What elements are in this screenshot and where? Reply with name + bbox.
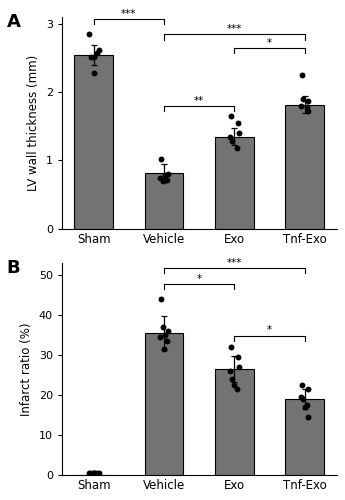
- Bar: [215, 369, 254, 474]
- Point: [306, 412, 311, 420]
- Point: [304, 400, 310, 408]
- Point: [298, 102, 304, 110]
- Point: [227, 132, 233, 140]
- Bar: [215, 136, 254, 228]
- Point: [157, 333, 162, 341]
- Text: *: *: [197, 274, 202, 283]
- Point: [158, 155, 163, 163]
- Point: [235, 144, 240, 152]
- Point: [158, 295, 163, 303]
- Point: [229, 138, 234, 145]
- Point: [87, 30, 92, 38]
- Point: [300, 95, 305, 103]
- Text: ***: ***: [227, 24, 242, 34]
- Text: B: B: [7, 259, 20, 277]
- Point: [91, 470, 96, 478]
- Point: [306, 97, 311, 105]
- Point: [88, 53, 93, 61]
- Point: [95, 470, 100, 478]
- Point: [235, 353, 241, 361]
- Point: [163, 172, 168, 179]
- Point: [91, 470, 96, 478]
- Point: [160, 177, 165, 185]
- Text: ***: ***: [121, 8, 137, 18]
- Point: [236, 129, 241, 137]
- Point: [161, 345, 167, 353]
- Point: [236, 363, 241, 371]
- Text: *: *: [267, 326, 272, 336]
- Point: [164, 176, 170, 184]
- Point: [235, 119, 241, 127]
- Point: [91, 53, 96, 61]
- Point: [97, 470, 102, 478]
- Bar: [145, 333, 184, 474]
- Point: [91, 69, 96, 77]
- Bar: [145, 172, 184, 229]
- Text: A: A: [7, 13, 21, 31]
- Bar: [74, 55, 113, 229]
- Point: [305, 385, 310, 393]
- Point: [166, 327, 171, 335]
- Bar: [285, 104, 324, 228]
- Point: [160, 323, 165, 331]
- Point: [229, 375, 234, 383]
- Point: [97, 46, 102, 54]
- Text: **: **: [194, 96, 204, 106]
- Y-axis label: LV wall thickness (mm): LV wall thickness (mm): [27, 55, 40, 191]
- Point: [299, 71, 305, 79]
- Point: [163, 331, 168, 339]
- Point: [235, 385, 240, 393]
- Point: [304, 104, 310, 112]
- Point: [164, 337, 170, 345]
- Point: [299, 381, 305, 389]
- Point: [95, 48, 100, 56]
- Bar: [285, 399, 324, 474]
- Point: [166, 170, 171, 178]
- Point: [232, 381, 237, 389]
- Point: [88, 470, 93, 478]
- Text: ***: ***: [227, 258, 242, 268]
- Point: [227, 367, 233, 375]
- Point: [298, 393, 304, 401]
- Point: [87, 470, 92, 478]
- Y-axis label: Infarct ratio (%): Infarct ratio (%): [20, 322, 33, 416]
- Point: [300, 395, 305, 403]
- Text: *: *: [267, 38, 272, 48]
- Point: [228, 112, 234, 120]
- Point: [228, 343, 234, 351]
- Point: [302, 402, 308, 410]
- Point: [91, 470, 96, 478]
- Point: [305, 108, 310, 116]
- Point: [157, 174, 162, 182]
